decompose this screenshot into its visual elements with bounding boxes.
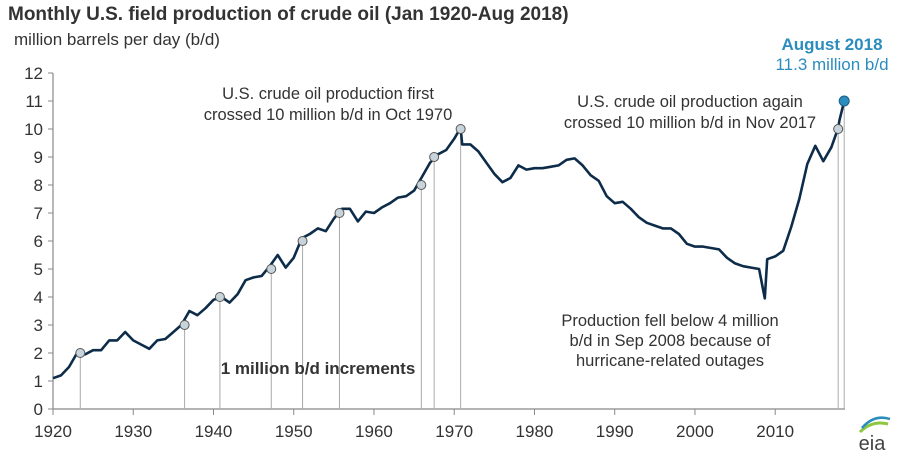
highlight-marker: [266, 264, 277, 274]
highlight-marker: [416, 180, 427, 190]
x-tick-label: 2000: [676, 422, 714, 441]
y-tick-label: 9: [34, 148, 43, 167]
annotation-fell-below: Production fell below 4 million b/d in S…: [561, 312, 778, 370]
annotation-again-crossing: U.S. crude oil production again crossed …: [564, 93, 816, 132]
eia-logo-arc-icon: [858, 421, 889, 434]
annotation-fell-line2: b/d in Sep 2008 because of: [570, 332, 771, 350]
y-tick-label: 1: [34, 372, 43, 391]
y-tick-label: 7: [34, 204, 43, 223]
highlight-marker: [334, 208, 345, 218]
highlight-marker: [214, 292, 225, 302]
x-tick-label: 1920: [34, 422, 72, 441]
annotation-increments: 1 million b/d increments: [221, 359, 416, 378]
y-tick-label: 4: [34, 288, 43, 307]
annotation-fell-line3: hurricane-related outages: [576, 352, 764, 370]
y-tick-label: 3: [34, 316, 43, 335]
annotation-first-crossing: U.S. crude oil production first crossed …: [204, 85, 453, 124]
y-tick-label: 12: [24, 64, 43, 83]
highlight-marker: [75, 348, 86, 358]
x-tick-label: 2010: [756, 422, 794, 441]
x-tick-label: 1930: [114, 422, 152, 441]
x-tick-label: 1940: [195, 422, 233, 441]
chart-title: Monthly U.S. field production of crude o…: [8, 4, 569, 25]
x-tick-label: 1950: [275, 422, 313, 441]
x-tick-label: 1960: [355, 422, 393, 441]
y-tick-label: 0: [34, 400, 43, 419]
y-tick-label: 5: [34, 260, 43, 279]
latest-marker: [838, 95, 850, 107]
annotation-first-line1: U.S. crude oil production first: [222, 85, 434, 103]
markers: [75, 95, 850, 358]
x-tick-label: 1990: [596, 422, 634, 441]
y-tick-label: 8: [34, 176, 43, 195]
x-tick-label: 1970: [435, 422, 473, 441]
highlight-marker: [179, 320, 190, 330]
highlight-marker: [833, 124, 844, 134]
eia-logo-arc2-icon: [861, 416, 891, 429]
annotation-again-line2: crossed 10 million b/d in Nov 2017: [564, 114, 816, 132]
latest-value: 11.3 million b/d: [775, 55, 888, 74]
eia-logo-text: eia: [859, 433, 887, 455]
annotation-fell-line1: Production fell below 4 million: [561, 312, 778, 330]
y-tick-label: 2: [34, 344, 43, 363]
highlight-marker: [429, 152, 440, 162]
y-tick-label: 10: [24, 120, 43, 139]
highlight-marker: [455, 124, 466, 134]
annotation-first-line2: crossed 10 million b/d in Oct 1970: [204, 106, 453, 124]
annotation-again-line1: U.S. crude oil production again: [577, 93, 803, 111]
highlight-marker: [297, 236, 308, 246]
drop-lines: [79, 101, 845, 409]
x-tick-label: 1980: [516, 422, 554, 441]
y-axis-label: million barrels per day (b/d): [14, 30, 220, 49]
y-tick-label: 6: [34, 232, 43, 251]
y-tick-label: 11: [25, 92, 43, 111]
annotation-latest: August 2018 11.3 million b/d: [775, 35, 888, 74]
latest-label: August 2018: [781, 35, 882, 54]
eia-logo: eia: [858, 416, 891, 455]
